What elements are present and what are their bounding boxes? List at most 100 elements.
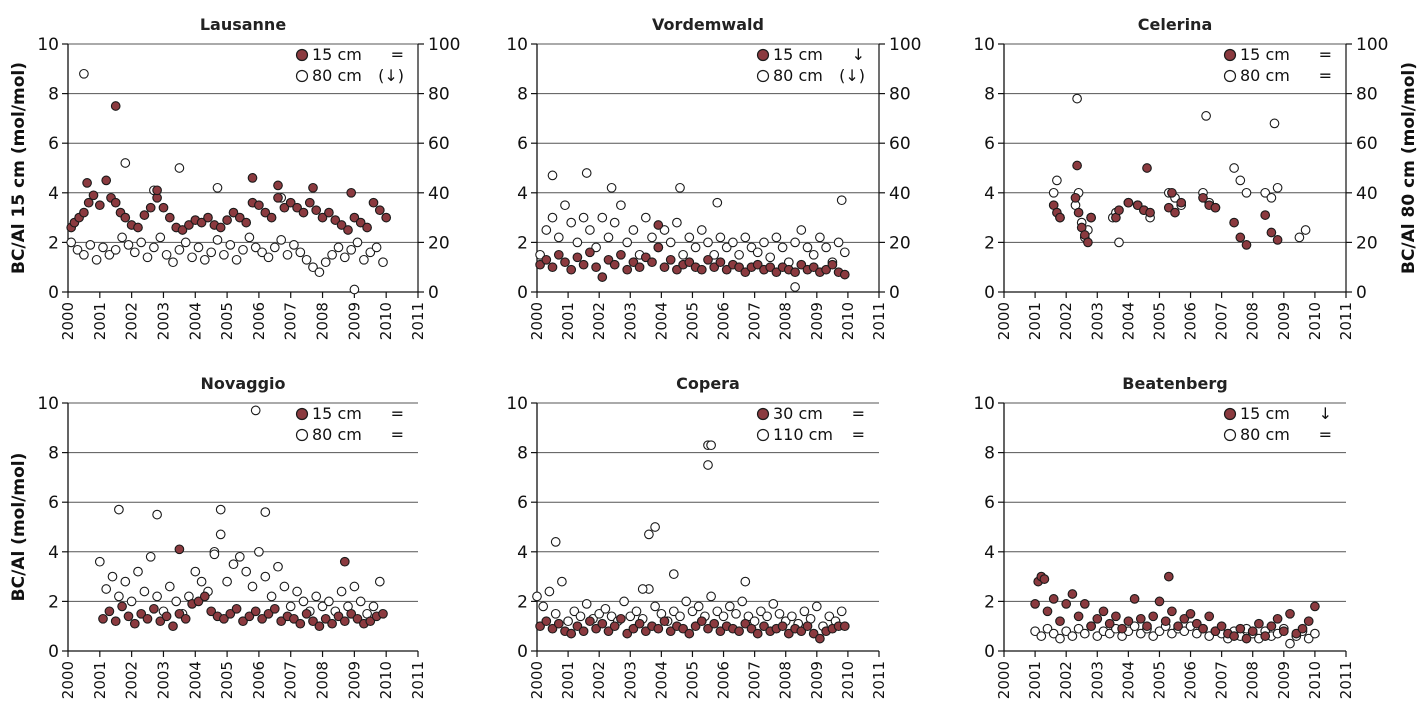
x-tick-label: 2009 (345, 661, 363, 699)
data-point-filled (1241, 240, 1252, 250)
data-point-open (724, 601, 735, 612)
data-point-open (190, 566, 201, 577)
data-point-open (640, 212, 651, 223)
data-point-open (756, 606, 766, 617)
x-tick-label: 2006 (250, 302, 268, 340)
data-point-filled (1191, 618, 1202, 629)
data-point-filled (1260, 631, 1271, 641)
data-point-open (628, 225, 639, 235)
data-point-filled (368, 197, 379, 208)
data-point-open (279, 581, 290, 592)
data-point-filled (161, 611, 172, 622)
legend-label: 80 cm (1240, 66, 1290, 85)
x-tick-label: 2002 (590, 302, 608, 340)
x-tick-label: 2005 (1150, 661, 1168, 699)
data-point-filled (304, 197, 315, 208)
y2-tick-label: 80 (889, 85, 911, 105)
y-tick-label: 0 (48, 283, 59, 303)
data-point-filled (1055, 212, 1065, 223)
data-point-filled (1260, 210, 1271, 220)
data-point-filled (139, 210, 150, 220)
data-point-filled (82, 178, 92, 188)
data-point-filled (273, 192, 283, 203)
data-point-filled (1145, 207, 1155, 218)
data-point-open (696, 225, 707, 235)
data-point-filled (640, 252, 651, 263)
data-point-open (1129, 621, 1140, 632)
x-tick-label: 2007 (746, 302, 764, 340)
data-point-filled (1104, 618, 1115, 629)
data-point-filled (578, 626, 589, 637)
data-point-filled (1073, 207, 1084, 218)
data-point-filled (362, 222, 372, 233)
data-point-open (1073, 623, 1084, 634)
data-point-filled (827, 259, 838, 270)
data-point-filled (1176, 197, 1187, 208)
data-point-filled (696, 616, 707, 627)
data-point-filled (746, 623, 757, 634)
data-point-filled (597, 618, 608, 629)
data-point-open (174, 244, 185, 255)
x-tick-label: 2008 (314, 661, 332, 699)
y-tick-label: 10 (37, 394, 59, 414)
data-point-open (98, 242, 108, 253)
data-point-filled (257, 613, 267, 624)
data-point-open (155, 232, 166, 243)
data-point-filled (234, 212, 245, 223)
data-point-open (675, 611, 685, 622)
y-tick-label: 10 (506, 394, 528, 414)
data-point-open (839, 247, 850, 258)
x-tick-label: 2003 (154, 661, 172, 699)
data-point-filled (1241, 633, 1252, 644)
data-point-filled (1048, 594, 1059, 604)
y2-tick-label: 20 (428, 233, 450, 253)
y2-tick-label: 100 (428, 35, 460, 55)
data-point-filled (585, 616, 595, 627)
data-point-filled (740, 267, 751, 278)
legend-marker (1223, 48, 1237, 62)
y-tick-label: 10 (973, 394, 995, 414)
data-point-filled (324, 207, 334, 218)
data-point-open (1191, 628, 1202, 639)
data-point-filled (298, 207, 309, 218)
data-point-open (260, 507, 271, 517)
data-point-filled (790, 267, 800, 278)
data-point-open (152, 509, 162, 520)
data-point-open (668, 569, 679, 579)
data-point-filled (101, 175, 112, 186)
data-point-open (276, 235, 287, 245)
data-point-open (557, 576, 567, 587)
y2-tick-label: 40 (889, 184, 911, 204)
data-point-open (212, 182, 223, 193)
data-point-filled (333, 611, 344, 622)
data-point-open (1229, 163, 1239, 173)
data-point-filled (1310, 601, 1320, 612)
data-point-filled (808, 628, 819, 639)
data-point-filled (591, 623, 601, 634)
data-point-filled (238, 616, 248, 627)
data-point-open (600, 603, 611, 614)
x-tick-label: 2007 (282, 302, 300, 340)
data-point-filled (547, 262, 558, 273)
data-point-open (257, 247, 267, 258)
data-point-open (308, 262, 318, 273)
data-point-open (740, 232, 751, 243)
x-tick-label: 2009 (808, 661, 826, 699)
x-tick-label: 2009 (1275, 302, 1293, 340)
x-tick-label: 2007 (1213, 302, 1231, 340)
data-point-open (145, 551, 156, 562)
data-point-open (650, 601, 660, 612)
data-point-filled (553, 618, 564, 629)
x-tick-label: 2000 (528, 661, 546, 699)
data-point-open (765, 252, 776, 263)
data-point-open (247, 581, 258, 592)
data-point-open (616, 200, 626, 211)
data-point-open (597, 212, 608, 223)
x-tick-label: 2005 (683, 661, 701, 699)
y-tick-label: 8 (984, 85, 995, 105)
chart-panel-6: Beatenberg 0 2 4 6 8 10 2000 2001 2002 2003 2004 200… (973, 374, 1355, 699)
data-point-open (1067, 631, 1078, 641)
data-point-open (149, 242, 159, 253)
data-point-filled (343, 225, 353, 235)
data-point-open (250, 405, 261, 416)
